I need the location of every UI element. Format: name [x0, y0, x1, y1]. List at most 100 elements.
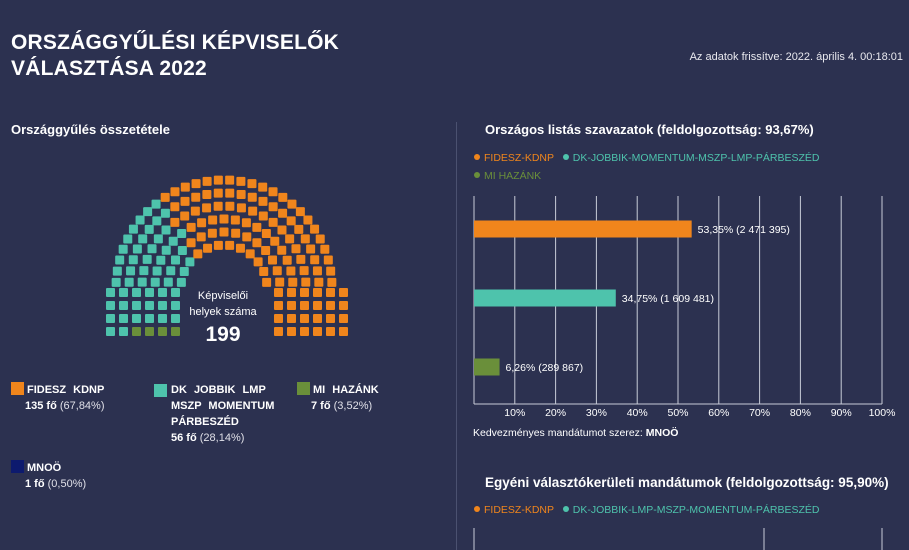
seat-fidesz — [294, 224, 304, 234]
seat-fidesz — [277, 245, 287, 255]
seat-fidesz — [236, 203, 246, 213]
bar-data-label: 53,35% (2 471 395) — [698, 224, 790, 236]
x-tick-label: 30% — [586, 407, 607, 419]
seat-fidesz — [268, 217, 278, 227]
seat-mihazank — [171, 327, 180, 336]
seat-fidesz — [186, 222, 196, 232]
district-legend: FIDESZ-KDNP DK-JOBBIK-LMP-MSZP-MOMENTUM-… — [474, 504, 820, 516]
legend-mihazank: MI HAZÁNK 7 fő (3,52%) — [297, 382, 379, 414]
seat-fidesz — [213, 188, 223, 198]
seat-fidesz — [274, 288, 283, 297]
seat-fidesz — [323, 255, 333, 265]
composition-title: Országgyűlés összetétele — [11, 122, 170, 137]
district-dot-fidesz — [474, 506, 480, 512]
seat-opposition — [115, 255, 125, 265]
seat-fidesz — [219, 214, 229, 224]
seat-opposition — [166, 266, 176, 276]
seat-fidesz — [272, 266, 282, 276]
seat-fidesz — [248, 206, 258, 216]
total-seats: 199 — [205, 323, 241, 346]
x-tick-label: 80% — [790, 407, 811, 419]
seat-fidesz — [295, 207, 305, 217]
seat-opposition — [158, 301, 167, 310]
x-tick-label: 100% — [869, 407, 896, 419]
x-tick-label: 20% — [545, 407, 566, 419]
seat-fidesz — [278, 192, 288, 202]
legend-label-fidesz: FIDESZ-KDNP — [484, 152, 554, 164]
x-tick-label: 50% — [667, 407, 688, 419]
district-label-opposition: DK-JOBBIK-LMP-MSZP-MOMENTUM-PÁRBESZÉD — [572, 504, 820, 516]
seat-fidesz — [270, 236, 280, 246]
seat-fidesz — [219, 227, 229, 237]
seat-fidesz — [170, 187, 180, 197]
seat-mihazank — [145, 327, 154, 336]
seat-opposition — [132, 314, 141, 323]
seat-fidesz — [291, 244, 301, 254]
preferential-note: Kedvezményes mandátumot szerez: MNOÖ — [473, 427, 678, 439]
seat-fidesz — [339, 327, 348, 336]
seat-fidesz — [313, 327, 322, 336]
seat-fidesz — [197, 218, 207, 228]
seat-opposition — [171, 301, 180, 310]
seat-fidesz — [287, 301, 296, 310]
seat-fidesz — [258, 196, 268, 206]
preferential-note-value: MNOÖ — [645, 427, 679, 439]
seat-fidesz — [202, 176, 212, 186]
mnoo-swatch — [11, 460, 24, 473]
seat-fidesz — [242, 232, 252, 242]
seat-fidesz — [191, 192, 201, 202]
seat-opposition — [111, 277, 121, 287]
seat-fidesz — [225, 188, 235, 198]
seat-fidesz — [170, 217, 180, 227]
seat-fidesz — [300, 288, 309, 297]
seat-opposition — [156, 255, 166, 265]
seat-fidesz — [247, 192, 257, 202]
seat-opposition — [158, 288, 167, 297]
seat-opposition — [142, 254, 152, 264]
opposition-name: DK JOBBIK LMP MSZP MOMENTUM PÁRBESZÉD — [171, 384, 275, 428]
seat-fidesz — [285, 234, 295, 244]
legend-dot-opposition — [562, 154, 569, 160]
seat-opposition — [145, 314, 154, 323]
seat-fidesz — [170, 202, 180, 212]
seat-fidesz — [313, 314, 322, 323]
list-votes-legend: FIDESZ-KDNP DK-JOBBIK-MOMENTUM-MSZP-LMP-… — [474, 152, 820, 164]
seat-fidesz — [213, 240, 223, 250]
seat-opposition — [179, 267, 189, 277]
district-dot-opposition — [562, 506, 569, 512]
seat-fidesz — [313, 288, 322, 297]
x-tick-label: 90% — [831, 407, 852, 419]
bar — [474, 358, 500, 376]
district-label-fidesz: FIDESZ-KDNP — [484, 504, 554, 516]
opposition-count: 56 fő — [171, 432, 197, 444]
seat-fidesz — [268, 202, 278, 212]
seat-opposition — [135, 215, 145, 225]
seat-fidesz — [193, 249, 203, 259]
bar-data-label: 34,75% (1 609 481) — [622, 293, 714, 305]
seat-fidesz — [207, 228, 217, 238]
seat-opposition — [119, 314, 128, 323]
bar — [474, 289, 616, 307]
seat-opposition — [106, 301, 115, 310]
seat-opposition — [160, 208, 170, 218]
seat-fidesz — [315, 234, 325, 244]
seat-opposition — [119, 327, 128, 336]
seat-fidesz — [258, 182, 268, 192]
column-divider — [456, 122, 457, 550]
seat-fidesz — [274, 327, 283, 336]
seat-fidesz — [258, 211, 268, 221]
seat-opposition — [161, 225, 171, 235]
seat-opposition — [123, 234, 133, 244]
mihazank-swatch — [297, 382, 310, 395]
preferential-note-prefix: Kedvezményes mandátumot szerez: — [473, 427, 643, 439]
seat-fidesz — [299, 266, 309, 276]
seat-fidesz — [253, 257, 263, 267]
seat-opposition — [126, 266, 136, 276]
seat-opposition — [132, 301, 141, 310]
seat-mihazank — [158, 327, 167, 336]
seat-fidesz — [286, 266, 296, 276]
seat-opposition — [152, 266, 162, 276]
parliament-seat-chart — [106, 175, 348, 336]
seat-fidesz — [282, 255, 292, 265]
seat-fidesz — [208, 215, 218, 225]
